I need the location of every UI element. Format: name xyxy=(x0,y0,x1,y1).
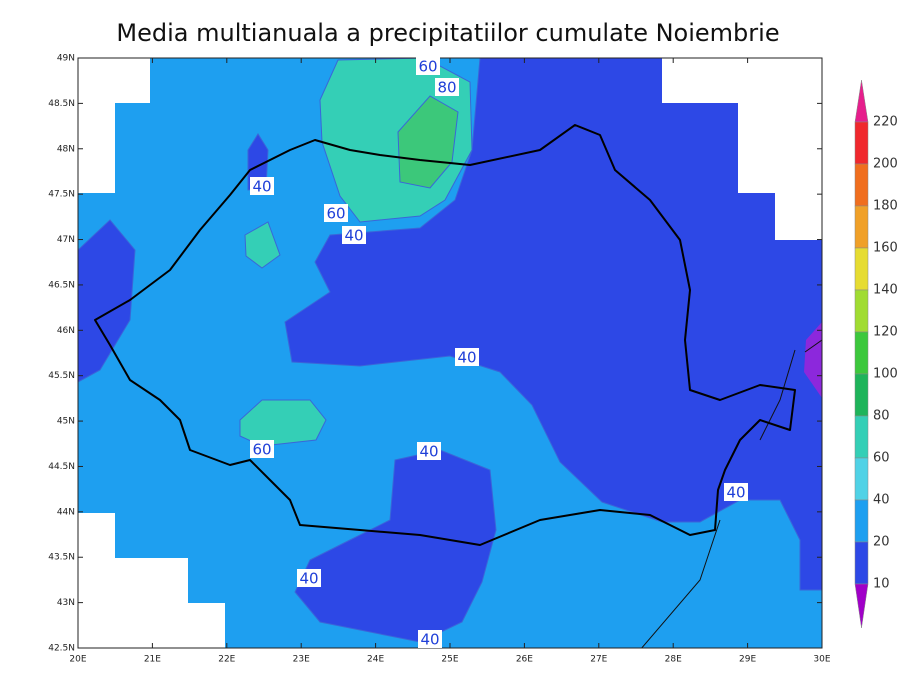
colorbar-box xyxy=(854,121,869,165)
colorbar-box xyxy=(854,205,869,249)
colorbar-label: 80 xyxy=(873,409,890,424)
contour-label-box xyxy=(297,569,321,587)
no-data xyxy=(662,58,822,240)
contour-label: 60 xyxy=(326,205,345,223)
lat-label: 44.5N xyxy=(48,462,75,472)
contour-label: 40 xyxy=(344,227,363,245)
contour-label-box xyxy=(455,348,479,366)
colorbar-label: 100 xyxy=(873,367,898,382)
lat-label: 48.5N xyxy=(48,99,75,109)
lat-label: 48N xyxy=(57,144,75,154)
country-border xyxy=(94,124,796,546)
lat-label: 45N xyxy=(57,417,75,427)
contour-label-box xyxy=(342,226,366,244)
colorbar-label: 60 xyxy=(873,451,890,466)
lon-label: 24E xyxy=(367,655,384,665)
colorbar-box xyxy=(854,541,869,585)
lat-label: 46.5N xyxy=(48,280,75,290)
title: Media multianuala a precipitatiilor cumu… xyxy=(116,19,779,47)
contour-label-box xyxy=(250,440,274,458)
no-data xyxy=(78,513,225,648)
border-line xyxy=(641,339,822,648)
region-20-40 xyxy=(78,219,136,383)
lon-label: 23E xyxy=(293,655,310,665)
contour-label: 40 xyxy=(252,178,271,196)
colorbar-box xyxy=(854,499,869,543)
field xyxy=(78,58,822,648)
colorbar-label: 120 xyxy=(873,325,898,340)
contour-label-box xyxy=(418,630,442,648)
lon-label: 28E xyxy=(665,655,682,665)
contour-label-box xyxy=(416,57,440,75)
colorbar-arrow xyxy=(854,583,869,629)
contour-label: 60 xyxy=(418,58,437,76)
contour-label-box xyxy=(324,204,348,222)
colorbar-label: 220 xyxy=(873,115,898,130)
lon-label: 29E xyxy=(739,655,756,665)
lon-label: 27E xyxy=(590,655,607,665)
colorbar-label: 20 xyxy=(873,535,890,550)
lat-label: 49N xyxy=(57,54,75,64)
colorbar-label: 10 xyxy=(873,577,890,592)
contour-label: 40 xyxy=(726,484,745,502)
lat-label: 43.5N xyxy=(48,553,75,563)
colorbar-box xyxy=(854,163,869,207)
contour-label-box xyxy=(250,177,274,195)
colorbar-box xyxy=(854,289,869,333)
contour-label: 60 xyxy=(252,441,271,459)
lon-label: 21E xyxy=(144,655,161,665)
lat-label: 42.5N xyxy=(48,644,75,654)
lat-label: 46N xyxy=(57,326,75,336)
region-80-100 xyxy=(397,95,459,189)
lat-label: 44N xyxy=(57,507,75,517)
colorbar-box xyxy=(854,415,869,459)
colorbar-label: 140 xyxy=(873,283,898,298)
lon-label: 20E xyxy=(69,655,86,665)
colorbar-label: 160 xyxy=(873,241,898,256)
colorbar-label: 40 xyxy=(873,493,890,508)
contour-label: 80 xyxy=(437,79,456,97)
colorbar-box xyxy=(854,373,869,417)
colorbar-box xyxy=(854,457,869,501)
contour-label: 40 xyxy=(299,570,318,588)
lon-label: 26E xyxy=(516,655,533,665)
lat-label: 45.5N xyxy=(48,371,75,381)
contour-label: 40 xyxy=(419,443,438,461)
lon-label: 30E xyxy=(813,655,830,665)
lon-label: 25E xyxy=(441,655,458,665)
contour-label-box xyxy=(724,483,748,501)
region-10-20 xyxy=(804,322,822,398)
colorbar-box xyxy=(854,247,869,291)
contour-label-box xyxy=(417,442,441,460)
lon-label: 22E xyxy=(218,655,235,665)
lat-label: 43N xyxy=(57,598,75,608)
colorbar-label: 180 xyxy=(873,199,898,214)
lat-label: 47N xyxy=(57,235,75,245)
lat-label: 47.5N xyxy=(48,190,75,200)
colorbar-label: 200 xyxy=(873,157,898,172)
no-data xyxy=(78,58,150,193)
region-20-40 xyxy=(247,133,269,191)
region-60-80 xyxy=(239,399,327,447)
contour-label-box xyxy=(435,78,459,96)
colorbar-arrow xyxy=(854,79,869,123)
contour-label: 40 xyxy=(420,631,439,649)
contour-label: 40 xyxy=(457,349,476,367)
region-60-80 xyxy=(244,221,281,269)
colorbar-box xyxy=(854,331,869,375)
